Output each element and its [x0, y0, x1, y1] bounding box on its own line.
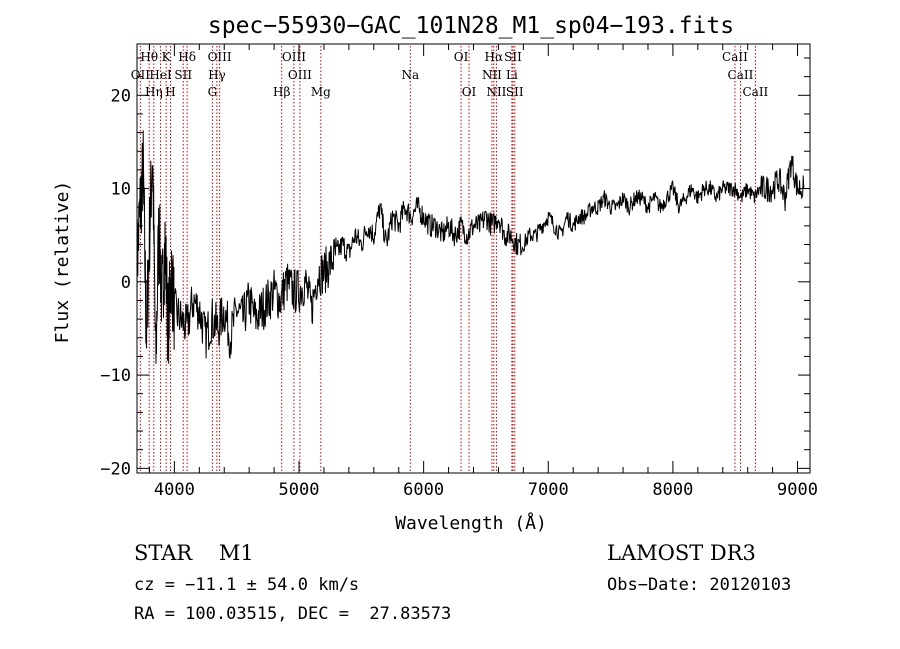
spectral-line-label: OII [131, 68, 151, 82]
spectrum-line [136, 130, 805, 364]
spectral-line-label: NII [482, 68, 502, 82]
spectral-line-label: Li [506, 68, 518, 82]
x-axis-label: Wavelength (Å) [395, 512, 547, 534]
spectral-line-label: SII [506, 85, 524, 99]
spectral-line-label: SII [174, 68, 192, 82]
spectral-line-label: OIII [282, 50, 306, 64]
y-tick-label: 0 [121, 273, 131, 293]
chart-title: spec−55930−GAC_101N28_M1_sp04−193.fits [208, 13, 734, 39]
spectral-line-label: NII [486, 85, 506, 99]
spectral-line-label: Mg [311, 85, 331, 99]
x-tick-label: 8000 [652, 480, 693, 500]
x-tick-label: 5000 [279, 480, 320, 500]
survey-text: LAMOST DR3 [607, 541, 756, 565]
spectral-line-label: Hη [145, 85, 163, 99]
axis-ticks: 4000 5000 6000 7000 8000 9000 −20 −10 0 10 20 [100, 44, 818, 500]
spectral-line-label: Hβ [273, 85, 290, 99]
coordinates-text: RA = 100.03515, DEC = 27.83573 [134, 604, 451, 624]
spectral-line-label: OIII [208, 50, 232, 64]
y-tick-label: 20 [111, 86, 131, 106]
spectrum-series [136, 130, 805, 364]
x-tick-label: 6000 [403, 480, 444, 500]
x-tick-label: 7000 [528, 480, 569, 500]
spectral-line-label: Hα [485, 50, 504, 64]
x-tick-label: 4000 [154, 480, 195, 500]
spectral-line-label: Hγ [208, 68, 226, 82]
spectral-line-label: Hθ [140, 50, 158, 64]
spectral-line-label: OIII [288, 68, 312, 82]
spectral-line-markers [139, 46, 756, 472]
plot-frame [136, 43, 811, 474]
spectral-line-label: HeI [149, 68, 172, 82]
y-axis-label: Flux (relative) [52, 181, 73, 344]
spectral-line-label: SII [504, 50, 522, 64]
spectral-line-label: H [165, 85, 175, 99]
spectral-line-label: OI [454, 50, 469, 64]
spectral-line-label: CaII [728, 68, 754, 82]
y-tick-label: −20 [100, 459, 131, 479]
spectral-line-label: CaII [742, 85, 768, 99]
spectral-line-label: CaII [722, 50, 748, 64]
spectral-line-label: OI [462, 85, 477, 99]
spectral-line-label: Hδ [178, 50, 196, 64]
y-tick-label: −10 [100, 366, 131, 386]
spectral-line-label: Na [401, 68, 419, 82]
spectral-line-label: G [208, 85, 218, 99]
y-tick-label: 10 [111, 180, 131, 200]
obs-date-text: Obs−Date: 20120103 [607, 575, 791, 595]
spectral-line-label: K [162, 50, 172, 64]
object-class-text: STAR M1 [134, 541, 254, 565]
x-tick-label: 9000 [777, 480, 818, 500]
redshift-text: cz = −11.1 ± 54.0 km/s [134, 575, 359, 595]
